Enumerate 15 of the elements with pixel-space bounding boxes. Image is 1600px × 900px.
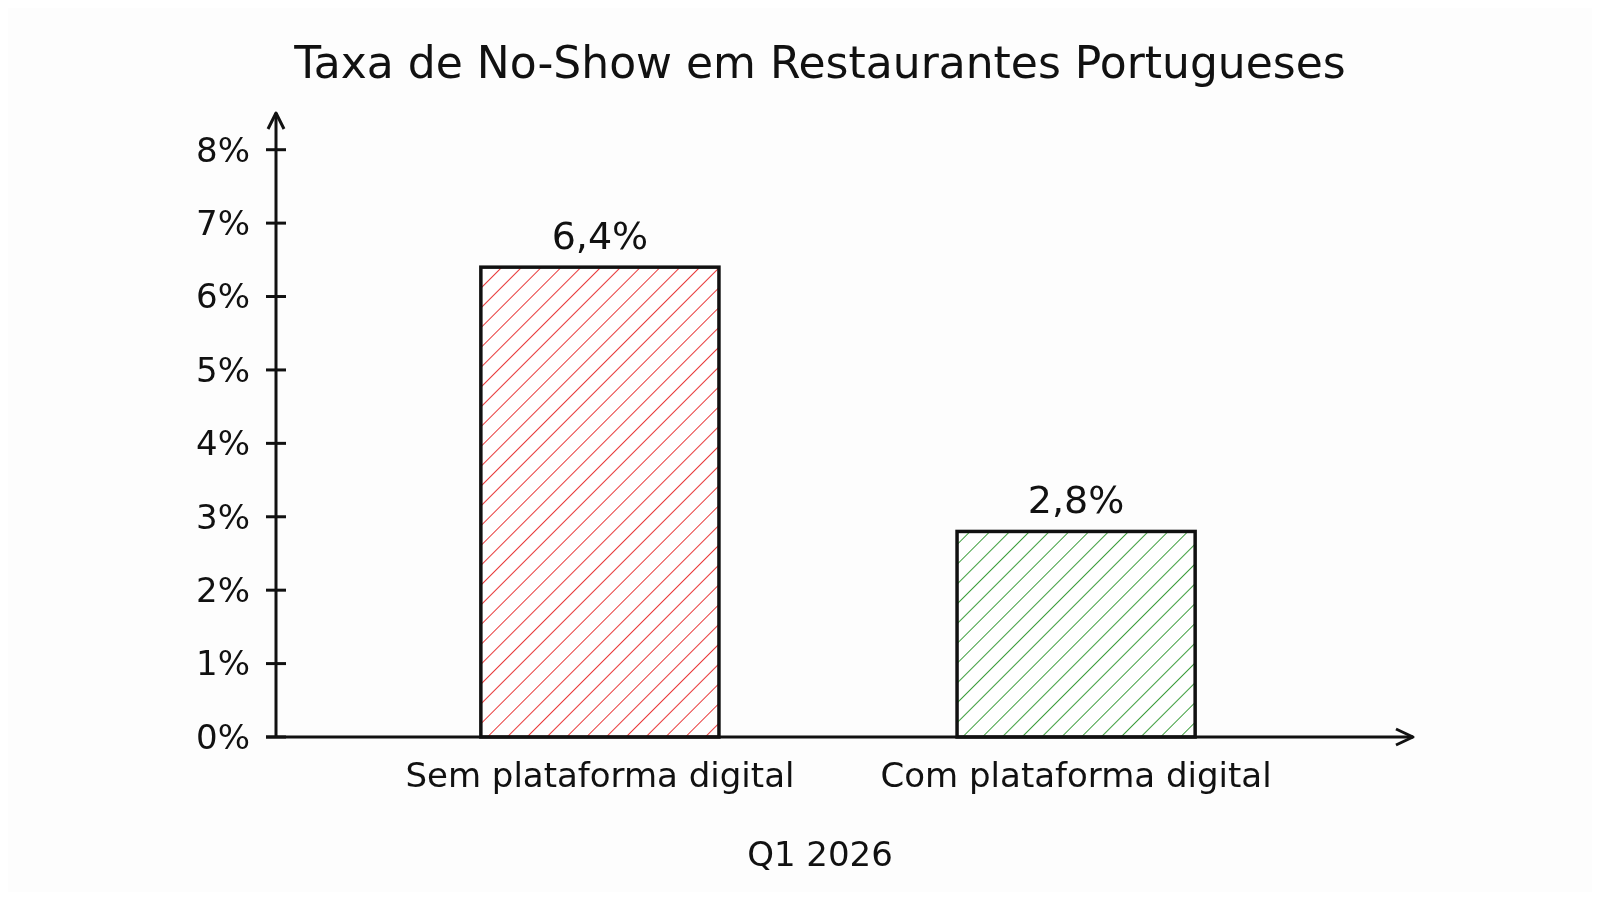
y-tick-label: 5% xyxy=(196,349,250,390)
text: Q1 2026 xyxy=(747,834,893,874)
y-tick-label: 8% xyxy=(196,129,250,170)
y-tick-label: 0% xyxy=(196,716,250,757)
y-tick-label: 6% xyxy=(196,276,250,317)
y-tick-label: 3% xyxy=(196,496,250,537)
y-tick-label: 7% xyxy=(196,203,250,244)
y-tick-label: 2% xyxy=(196,570,250,611)
data-label: 6,4% xyxy=(551,214,649,259)
data-label: 2,8% xyxy=(1027,478,1125,523)
x-tick-label: Com plataforma digital xyxy=(880,755,1272,795)
y-tick-label: 4% xyxy=(196,423,250,464)
chart-title: Taxa de No-Show em Restaurantes Portugueses xyxy=(293,37,1346,88)
y-tick-label: 1% xyxy=(196,643,250,684)
x-tick-label: Sem plataforma digital xyxy=(405,755,795,795)
